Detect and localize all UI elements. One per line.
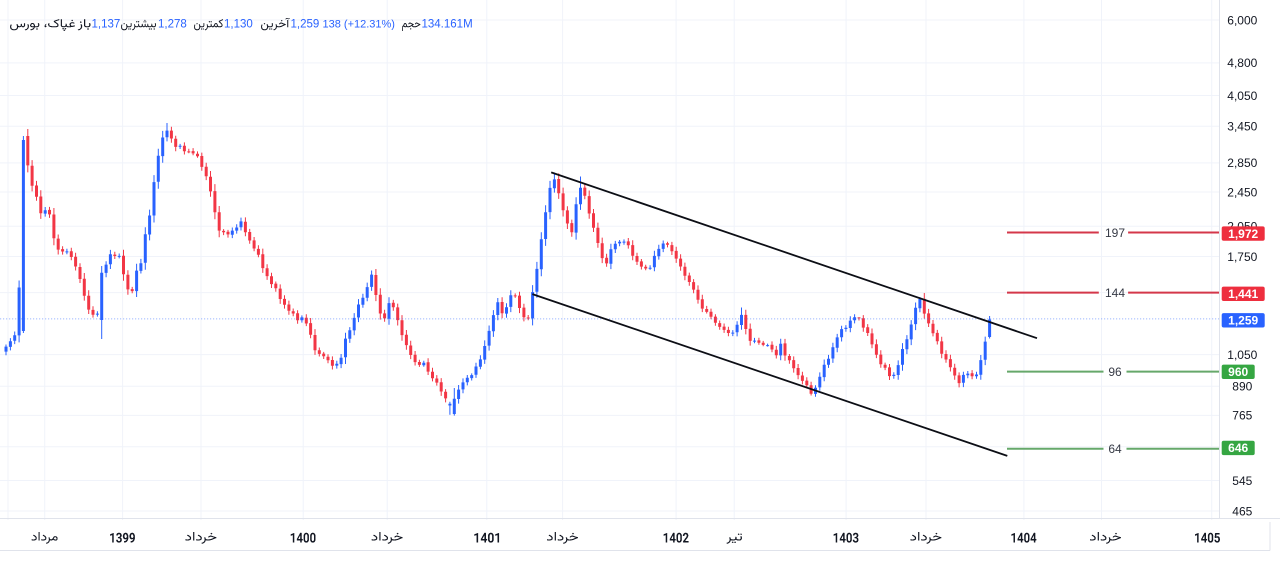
svg-text:3,450: 3,450	[1227, 120, 1257, 134]
svg-text:2,850: 2,850	[1227, 156, 1257, 170]
svg-text:6,000: 6,000	[1227, 13, 1257, 27]
svg-text:96: 96	[1108, 365, 1122, 379]
svg-text:1,130: 1,130	[224, 18, 253, 30]
svg-text:765: 765	[1232, 409, 1252, 423]
svg-text:2,450: 2,450	[1227, 185, 1257, 199]
svg-text:1,050: 1,050	[1227, 348, 1257, 362]
svg-text:1,259: 1,259	[1228, 314, 1258, 328]
svg-text:465: 465	[1232, 504, 1252, 518]
svg-text:890: 890	[1232, 380, 1252, 394]
svg-text:4,050: 4,050	[1227, 89, 1257, 103]
svg-text:1,259: 1,259	[291, 18, 320, 30]
svg-text:646: 646	[1228, 441, 1248, 455]
svg-text:545: 545	[1232, 474, 1252, 488]
svg-text:4,800: 4,800	[1227, 56, 1257, 70]
svg-text:64: 64	[1108, 442, 1122, 456]
svg-text:144: 144	[1105, 286, 1125, 300]
svg-text:197: 197	[1105, 226, 1125, 240]
svg-text:1,137: 1,137	[92, 18, 121, 30]
svg-text:1,278: 1,278	[158, 18, 187, 30]
svg-text:134.161M: 134.161M	[422, 18, 473, 30]
svg-text:1,441: 1,441	[1228, 287, 1258, 301]
svg-text:1,750: 1,750	[1227, 250, 1257, 264]
svg-text:960: 960	[1228, 365, 1248, 379]
svg-text:138 (+12.31%): 138 (+12.31%)	[323, 18, 395, 30]
svg-text:1,972: 1,972	[1228, 227, 1258, 241]
